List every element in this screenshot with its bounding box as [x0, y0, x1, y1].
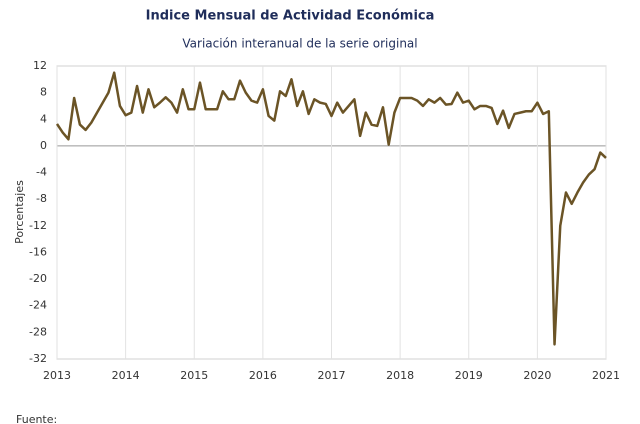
source-note: Fuente: [16, 413, 57, 424]
y-tick-label: -8 [36, 192, 47, 205]
chart-title: Indice Mensual de Actividad Económica [146, 9, 435, 24]
y-tick-label: -4 [36, 166, 47, 179]
y-tick-label: 4 [40, 112, 47, 125]
y-tick-label: -16 [29, 245, 47, 258]
y-tick-label: -24 [29, 299, 47, 312]
y-axis-label: Porcentajes [13, 180, 26, 244]
y-tick-label: -28 [29, 325, 47, 338]
y-tick-label: -12 [29, 219, 47, 232]
x-tick-label: 2014 [112, 369, 140, 382]
x-tick-label: 2015 [180, 369, 208, 382]
y-tick-label: 12 [33, 59, 47, 72]
x-tick-label: 2016 [249, 369, 277, 382]
y-tick-label: -20 [29, 272, 47, 285]
x-tick-label: 2021 [592, 369, 620, 382]
y-tick-label: 0 [40, 139, 47, 152]
data-line [55, 71, 607, 346]
x-tick-label: 2017 [318, 369, 346, 382]
chart-subtitle: Variación interanual de la serie origina… [182, 37, 417, 51]
y-tick-label: -32 [29, 352, 47, 365]
x-tick-label: 2013 [43, 369, 71, 382]
x-tick-label: 2018 [386, 369, 414, 382]
x-tick-label: 2019 [455, 369, 483, 382]
y-tick-label: 8 [40, 86, 47, 99]
x-tick-label: 2020 [523, 369, 551, 382]
